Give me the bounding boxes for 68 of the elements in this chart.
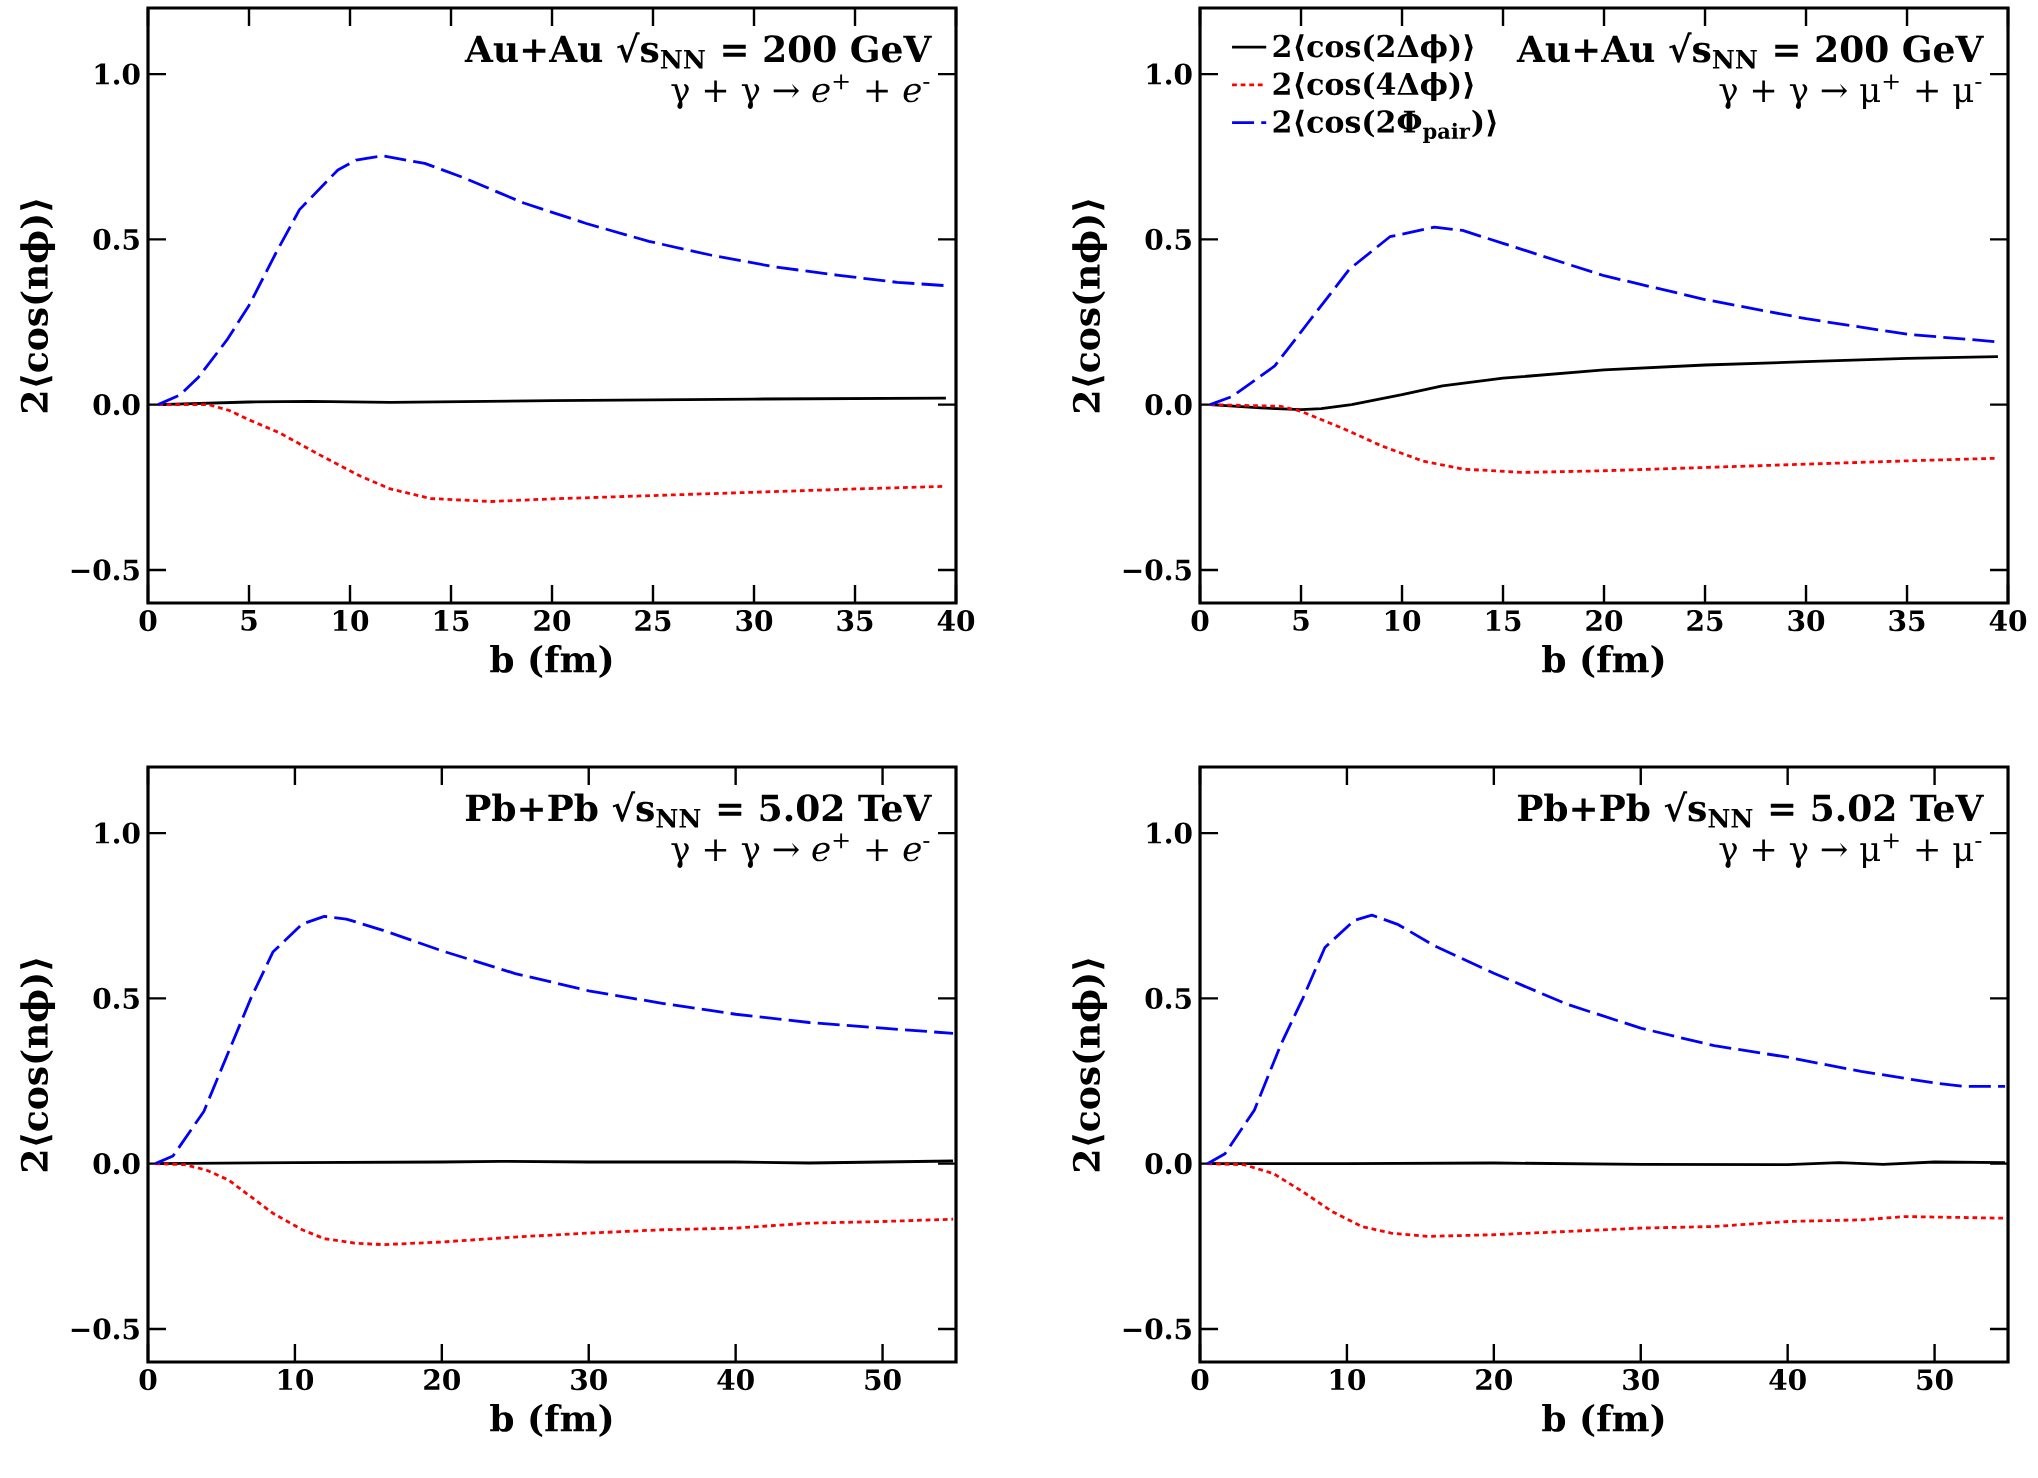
line-series [153,1162,955,1247]
legend-label: 2⟨cos(2Φ$_{pair}$)⟩ [1273,109,1496,144]
y-tick-label: −0.5 [1123,1318,1191,1340]
y-tick-label: 0.5 [1145,987,1191,1009]
text: γ + γ → μ$^{+}$ + μ$^{-}$ [1719,74,1982,110]
x-tick-label: 30 [571,1369,607,1391]
x-tick-label: 30 [736,610,773,632]
y-tick-label: 1.0 [95,63,140,85]
text: Pb+Pb √s$_{NN}$ = 5.02 TeV [465,791,932,828]
line-series [1205,913,2007,1166]
x-tick-label: 15 [434,610,469,632]
y-tick-label: 0.0 [93,1153,140,1175]
x-tick-label: 0 [139,610,157,632]
x-tick-label: 15 [1486,610,1521,632]
x-tick-label: 0 [1191,1369,1209,1391]
y-tick-label: 1.0 [95,822,140,844]
x-tick-label: 50 [1917,1369,1953,1391]
x-tick-label: 25 [635,610,671,632]
y-tick-label: 0.5 [93,987,139,1009]
y-tick-label: 0.5 [1145,228,1191,250]
y-axis-title: 2⟨cos(nϕ)⟩ [1072,200,1108,413]
y-tick-label: 1.0 [1147,822,1192,844]
x-tick-label: 30 [1623,1369,1659,1391]
x-tick-label: 10 [1385,610,1421,632]
y-axis-title: 2⟨cos(nϕ)⟩ [20,959,56,1172]
x-tick-label: 35 [837,610,873,632]
text: γ + γ → e$^{+}$ + e$^{-}$ [671,74,930,110]
y-tick-label: 0.0 [1145,1153,1192,1175]
x-tick-label: 25 [1687,610,1723,632]
x-axis-title: b (fm) [490,644,612,678]
x-tick-label: 20 [534,610,571,632]
y-tick-label: 0.5 [93,228,139,250]
text: Au+Au √s$_{NN}$ = 200 GeV [464,32,932,69]
text: Au+Au √s$_{NN}$ = 200 GeV [1516,32,1984,69]
x-tick-label: 5 [1293,610,1309,631]
line-series [153,915,955,1166]
x-tick-label: 40 [937,610,975,632]
y-tick-label: 0.0 [93,394,140,416]
text: γ + γ → μ$^{+}$ + μ$^{-}$ [1719,833,1982,869]
x-tick-label: 10 [1330,1369,1366,1391]
x-tick-label: 50 [865,1369,901,1391]
x-tick-label: 5 [241,610,257,631]
x-tick-label: 35 [1889,610,1925,632]
x-axis-title: b (fm) [490,1403,612,1437]
x-axis-title: b (fm) [1542,1403,1664,1437]
y-axis-title: 2⟨cos(nϕ)⟩ [20,200,56,413]
x-tick-label: 40 [1769,1369,1806,1391]
x-tick-label: 20 [424,1369,460,1391]
x-tick-label: 20 [1476,1369,1513,1391]
x-tick-label: 10 [278,1369,314,1391]
y-tick-label: −0.5 [71,1318,139,1340]
y-tick-label: −0.5 [71,559,139,581]
text: Pb+Pb √s$_{NN}$ = 5.02 TeV [1517,791,1984,828]
legend-label: 2⟨cos(2Δϕ)⟩ [1273,34,1473,64]
x-tick-label: 20 [1586,610,1623,632]
x-tick-label: 0 [1191,610,1209,632]
y-tick-label: 0.0 [1145,394,1192,416]
x-tick-label: 40 [717,1369,754,1391]
y-tick-label: −0.5 [1123,559,1191,581]
y-tick-label: 1.0 [1147,63,1192,85]
x-tick-label: 40 [1989,610,2027,632]
x-axis-title: b (fm) [1542,644,1664,678]
legend-label: 2⟨cos(4Δϕ)⟩ [1273,72,1473,102]
x-tick-label: 10 [333,610,369,632]
text: γ + γ → e$^{+}$ + e$^{-}$ [671,833,930,869]
x-tick-label: 30 [1788,610,1825,632]
x-tick-label: 0 [139,1369,157,1391]
y-axis-title: 2⟨cos(nϕ)⟩ [1072,959,1108,1172]
